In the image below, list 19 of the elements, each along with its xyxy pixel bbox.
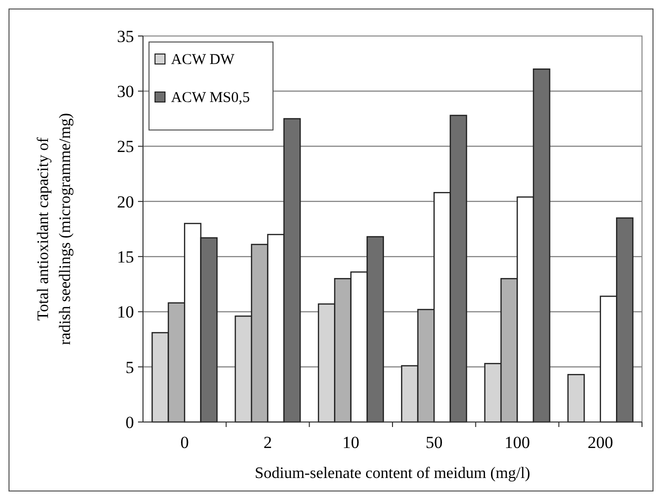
y-tick-label: 15 bbox=[117, 248, 134, 267]
x-axis-title: Sodium-selenate content of meidum (mg/l) bbox=[254, 465, 530, 482]
y-tick-label: 20 bbox=[117, 192, 134, 212]
x-tick-label: 50 bbox=[426, 433, 443, 452]
x-tick-label: 0 bbox=[180, 433, 189, 452]
y-tick-label: 30 bbox=[117, 82, 134, 102]
y-tick-label: 5 bbox=[126, 358, 134, 377]
x-tick-label: 100 bbox=[504, 433, 530, 452]
y-tick-label: 0 bbox=[126, 412, 134, 432]
x-tick-label: 2 bbox=[264, 433, 272, 452]
y-axis-title: Total antioxidant capacity of radish seedlings (microgramme/mg) bbox=[35, 113, 74, 345]
y-tick-label: 10 bbox=[117, 302, 134, 322]
x-tick-label: 10 bbox=[342, 433, 360, 452]
legend-label: ACW DW bbox=[171, 52, 236, 68]
legend-label: ACW MS0,5 bbox=[171, 90, 250, 106]
bar bbox=[567, 374, 585, 423]
y-tick-label: 25 bbox=[117, 137, 134, 156]
y-tick-label: 35 bbox=[117, 26, 134, 46]
x-tick-label: 200 bbox=[588, 433, 614, 452]
